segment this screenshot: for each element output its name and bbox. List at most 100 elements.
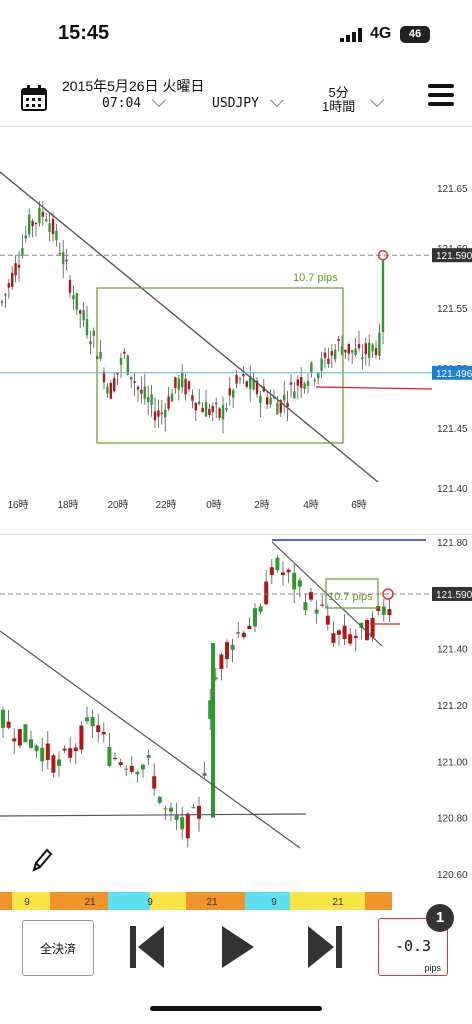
candle-body xyxy=(55,230,58,241)
play-icon[interactable] xyxy=(220,924,256,970)
battery-icon: 46 xyxy=(400,26,430,43)
menu-icon[interactable] xyxy=(428,84,454,106)
candle-body xyxy=(317,373,320,379)
close-all-button[interactable]: 全決済 xyxy=(22,920,94,976)
candle-body xyxy=(381,606,386,615)
candle-body xyxy=(6,721,11,728)
candle-body xyxy=(0,301,4,304)
chart-1hour[interactable]: 121.80121.60121.40121.20121.00120.80120.… xyxy=(0,536,472,888)
candle-body xyxy=(269,567,274,575)
candle-body xyxy=(109,382,112,399)
current-price-label: 121.590 xyxy=(436,251,472,262)
candle-body xyxy=(252,379,255,390)
session-segment xyxy=(50,892,108,910)
session-label: 9 xyxy=(24,897,30,908)
candle-body xyxy=(365,620,369,641)
candle-body xyxy=(359,622,364,628)
candle-body xyxy=(130,376,133,380)
candle-body xyxy=(351,350,354,353)
candle-body xyxy=(228,388,231,396)
order-line xyxy=(315,386,433,390)
network-label: 4G xyxy=(370,25,392,42)
session-segment xyxy=(315,892,365,910)
candle-body xyxy=(303,602,308,611)
candle-body xyxy=(225,408,228,410)
candle-body xyxy=(62,748,67,751)
candle-body xyxy=(51,755,56,773)
candle-body xyxy=(68,280,72,293)
candle-body xyxy=(306,381,310,386)
candle-body xyxy=(85,318,89,335)
candle-body xyxy=(1,709,5,728)
candle-body xyxy=(72,295,75,300)
candle-body xyxy=(174,815,179,820)
session-segment xyxy=(365,892,392,910)
candle-body xyxy=(177,378,180,390)
candle-body xyxy=(14,263,17,276)
candle-body xyxy=(230,644,235,650)
candle-body xyxy=(123,351,126,354)
candle-body xyxy=(124,768,129,770)
candle-body xyxy=(170,393,174,402)
skip-back-icon[interactable] xyxy=(128,924,166,970)
candle-body xyxy=(309,592,313,600)
date-label[interactable]: 2015年5月26日 火曜日 xyxy=(62,78,205,94)
chevron-down-icon[interactable] xyxy=(269,92,285,108)
candle-body xyxy=(101,732,106,735)
candle-body xyxy=(107,746,112,766)
candle-body xyxy=(202,772,207,776)
header-divider xyxy=(0,126,472,127)
pair-selector[interactable]: USDJPY xyxy=(212,96,259,111)
session-label: 21 xyxy=(206,897,218,908)
candle-body xyxy=(245,381,248,387)
x-tick-label: 20時 xyxy=(107,499,128,510)
candle-body xyxy=(204,402,208,417)
y-tick-label: 121.40 xyxy=(437,645,468,656)
candle-body xyxy=(303,383,306,389)
candle-body xyxy=(297,580,302,587)
pencil-icon[interactable] xyxy=(30,846,54,874)
skip-forward-icon[interactable] xyxy=(306,924,344,970)
candle-body xyxy=(374,348,378,356)
calendar-icon[interactable] xyxy=(20,84,48,112)
candle-body xyxy=(113,757,117,759)
candle-body xyxy=(58,253,61,255)
candle-body xyxy=(293,391,296,399)
session-label: 9 xyxy=(271,897,277,908)
candle-body xyxy=(371,344,374,352)
x-tick-label: 6時 xyxy=(351,499,367,510)
candle-body xyxy=(387,609,392,616)
timeframe-selector[interactable]: 5分 1時間 xyxy=(322,86,355,114)
candle-body xyxy=(275,557,280,571)
candle-body xyxy=(34,745,39,752)
candle-body xyxy=(361,357,364,360)
current-price-marker xyxy=(382,588,394,600)
candle-body xyxy=(135,771,140,775)
session-segment xyxy=(245,892,290,910)
x-tick-label: 4時 xyxy=(303,499,319,510)
x-tick-label: 18時 xyxy=(57,499,78,510)
candle-body xyxy=(45,219,48,222)
candle-body xyxy=(208,700,213,719)
candle-body xyxy=(24,235,27,239)
session-label: 21 xyxy=(84,897,96,908)
chevron-down-icon[interactable] xyxy=(369,92,385,108)
candle-body xyxy=(89,341,92,345)
candle-body xyxy=(337,630,341,635)
candle-body xyxy=(29,739,33,748)
range-box xyxy=(96,287,344,444)
pips-display[interactable]: -0.3 pips xyxy=(378,918,448,976)
candle-body xyxy=(320,604,325,606)
candle-body xyxy=(279,400,282,413)
candle-body xyxy=(160,412,163,415)
time-selector[interactable]: 07:04 xyxy=(102,96,142,111)
candle-body xyxy=(378,332,381,356)
candle-body xyxy=(180,817,185,830)
candle-body xyxy=(116,372,119,375)
signal-icon xyxy=(340,28,362,42)
candle-body xyxy=(140,389,143,394)
session-segment xyxy=(290,892,315,910)
candle-body xyxy=(236,632,241,634)
chart-5min[interactable]: 121.65121.60121.55121.50121.45121.4016時1… xyxy=(0,130,472,510)
candle-body xyxy=(211,643,215,818)
